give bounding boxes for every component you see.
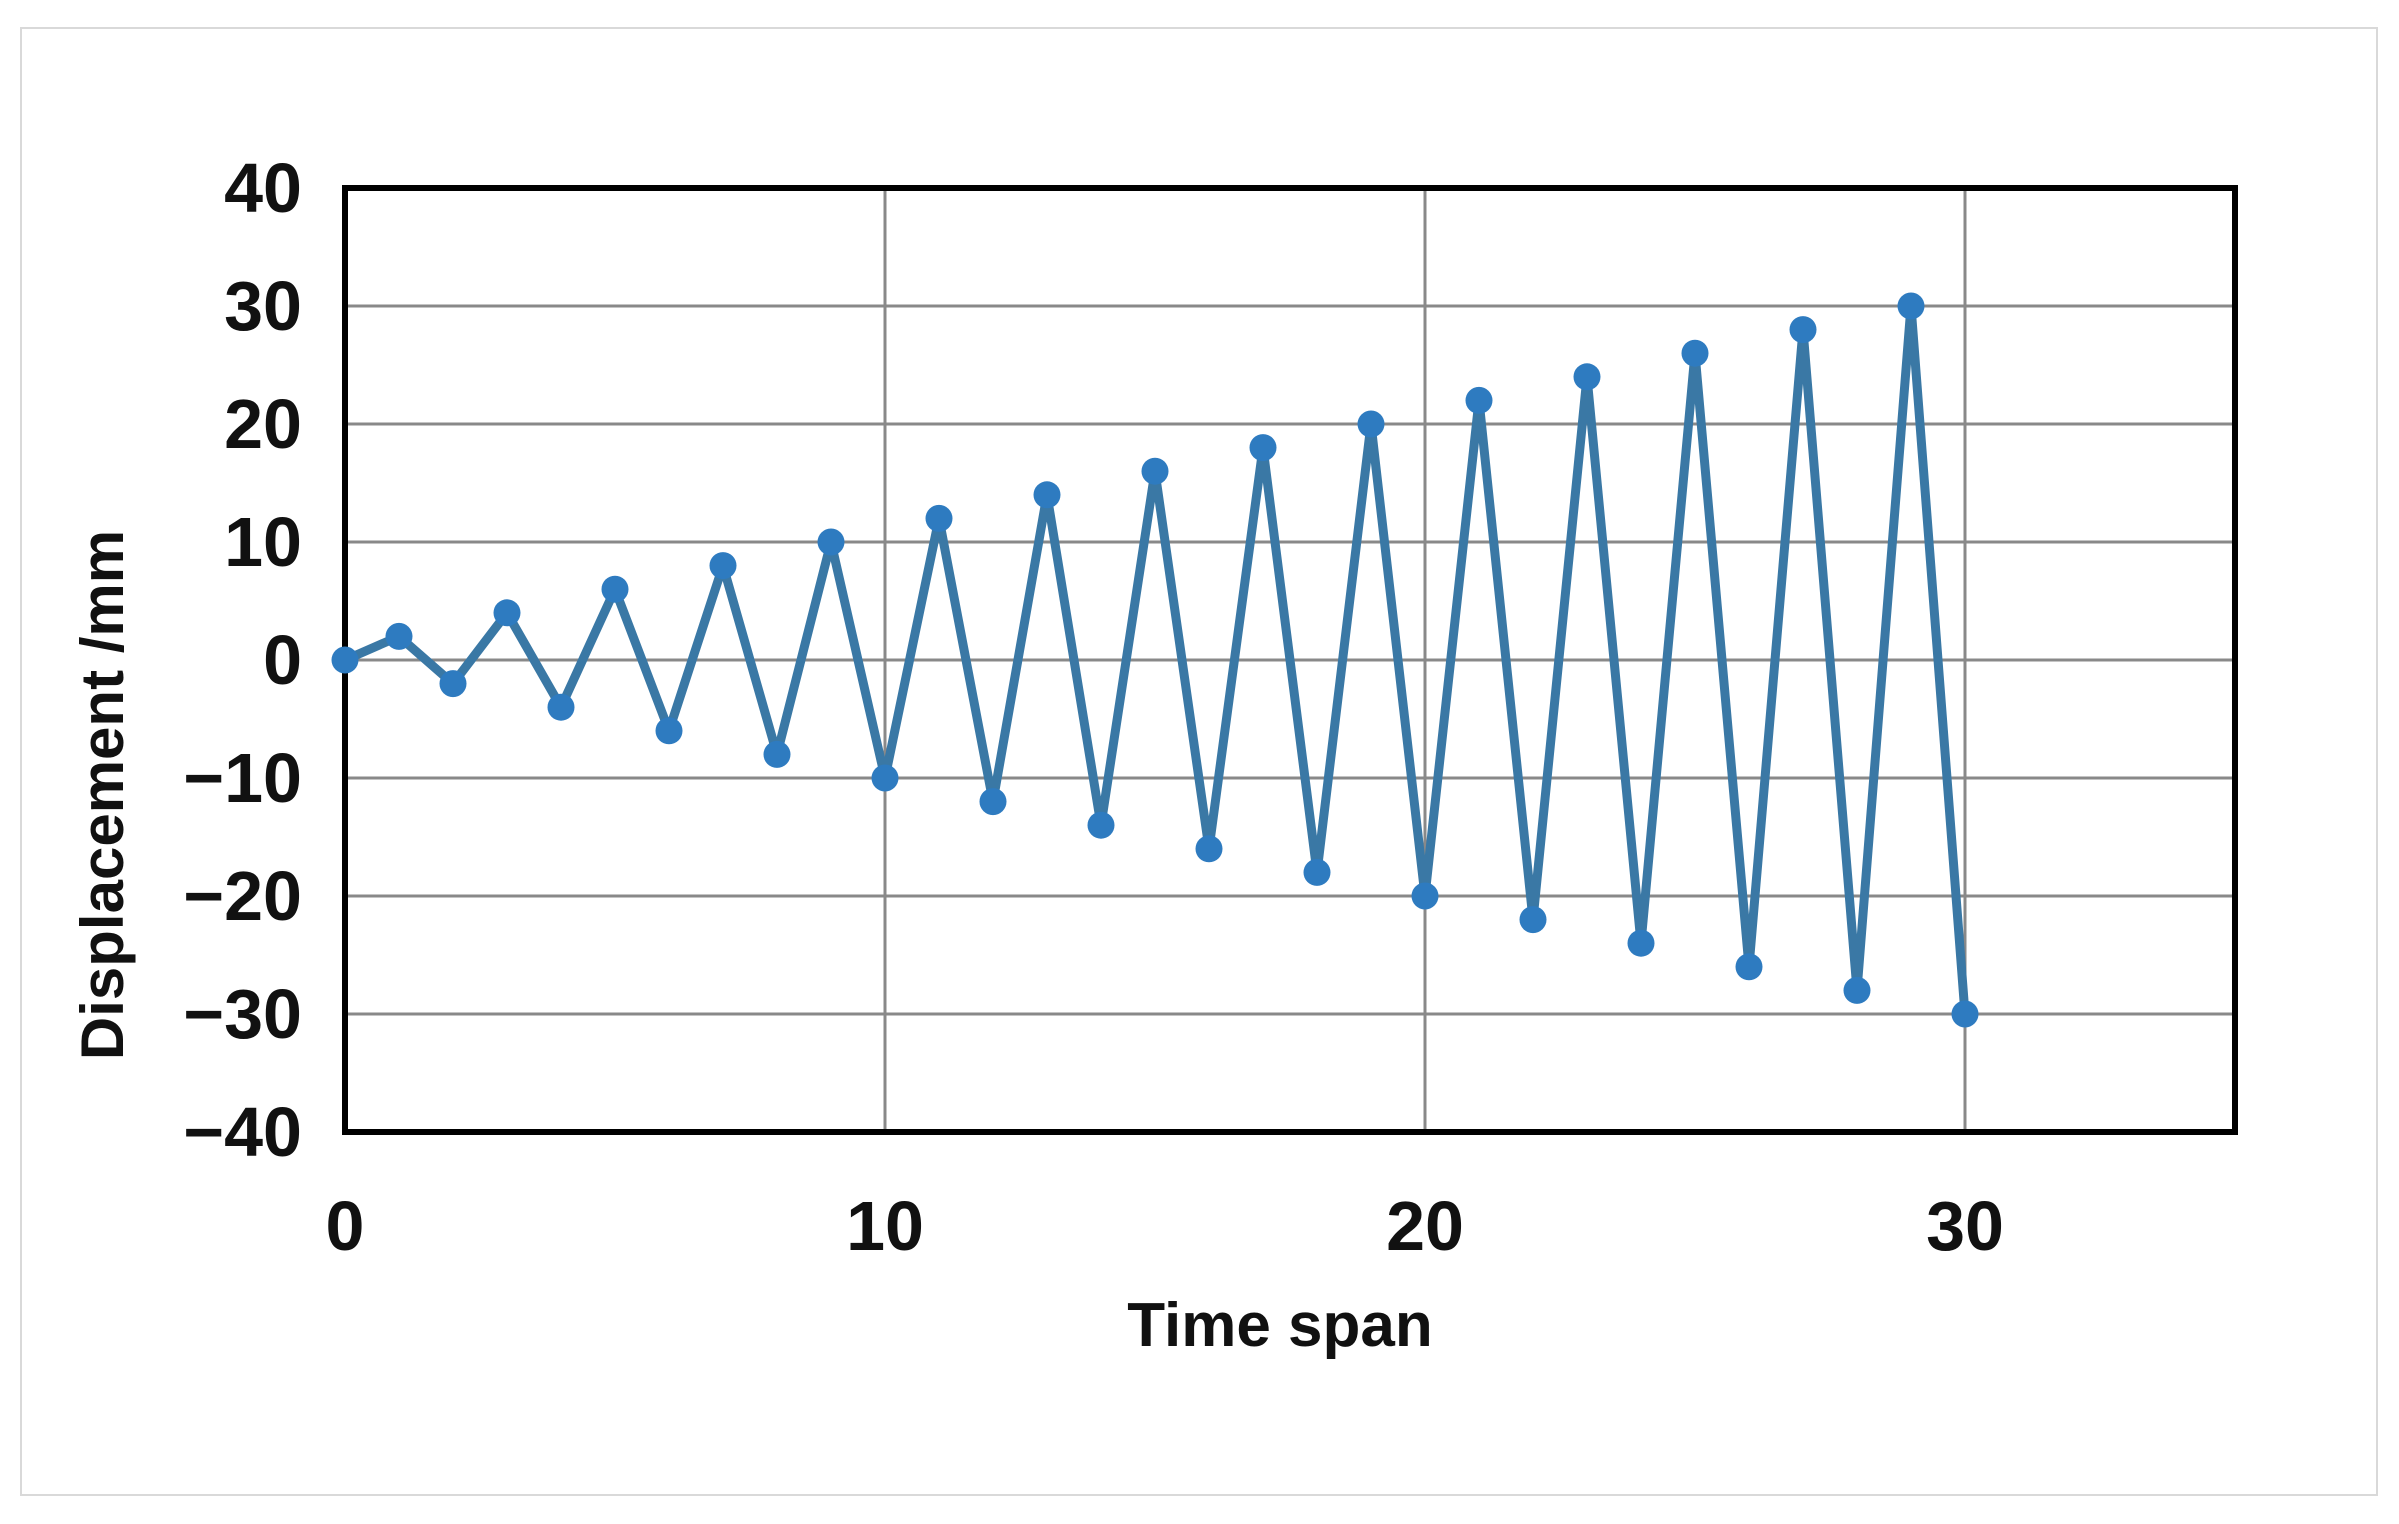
y-tick-label: 10	[224, 503, 302, 581]
data-point	[763, 740, 791, 768]
data-point	[547, 693, 575, 721]
y-tick-label: −30	[183, 975, 302, 1053]
data-point	[1519, 906, 1547, 934]
y-axis-title: Displacement /mm	[69, 529, 136, 1061]
data-point	[1789, 316, 1817, 344]
x-tick-label: 10	[846, 1187, 924, 1265]
y-tick-label: 40	[224, 149, 302, 227]
y-tick-label: −40	[183, 1093, 302, 1171]
data-point	[925, 504, 953, 532]
data-point	[1357, 410, 1385, 438]
data-point	[871, 764, 899, 792]
data-point	[1249, 434, 1277, 462]
x-tick-label: 20	[1386, 1187, 1464, 1265]
y-tick-label: 0	[263, 621, 302, 699]
data-point	[1573, 363, 1601, 391]
data-point	[493, 599, 521, 627]
data-point	[817, 528, 845, 556]
data-point	[1681, 339, 1709, 367]
data-point	[709, 552, 737, 580]
x-tick-label: 30	[1926, 1187, 2004, 1265]
data-point	[1033, 481, 1061, 509]
data-point	[1411, 882, 1439, 910]
data-point	[1897, 292, 1925, 320]
data-point	[1141, 457, 1169, 485]
x-axis-title: Time span	[1127, 1291, 1433, 1360]
data-point	[1735, 953, 1763, 981]
y-tick-label: −20	[183, 857, 302, 935]
y-tick-label: 20	[224, 385, 302, 463]
y-tick-label: −10	[183, 739, 302, 817]
data-point	[1465, 386, 1493, 414]
x-tick-label: 0	[326, 1187, 365, 1265]
data-point	[1087, 811, 1115, 839]
data-point	[439, 670, 467, 698]
data-point	[1195, 835, 1223, 863]
data-point	[979, 788, 1007, 816]
data-point	[331, 646, 359, 674]
y-tick-label: 30	[224, 267, 302, 345]
data-point	[655, 717, 683, 745]
data-point	[1303, 858, 1331, 886]
data-point	[601, 575, 629, 603]
data-point	[385, 622, 413, 650]
data-point	[1843, 976, 1871, 1004]
data-point	[1627, 929, 1655, 957]
data-point	[1951, 1000, 1979, 1028]
